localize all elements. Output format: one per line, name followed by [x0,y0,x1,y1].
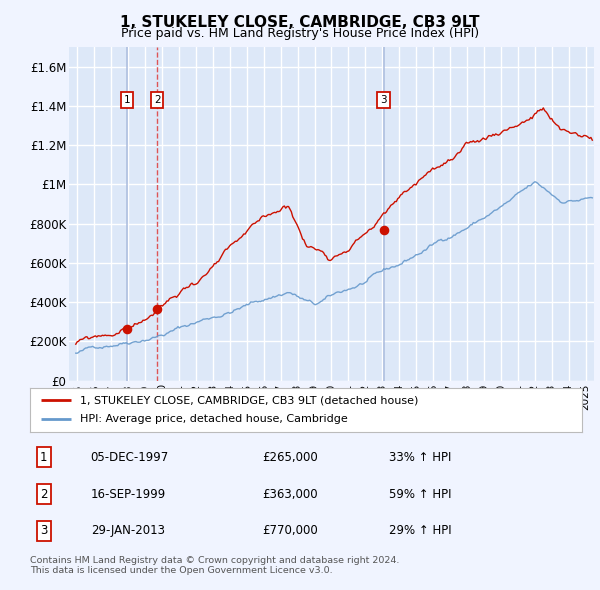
Text: 29-JAN-2013: 29-JAN-2013 [91,525,165,537]
Text: 3: 3 [380,95,387,105]
Text: 2: 2 [154,95,161,105]
Point [152,304,162,314]
Text: 29% ↑ HPI: 29% ↑ HPI [389,525,451,537]
Text: 05-DEC-1997: 05-DEC-1997 [91,451,169,464]
Text: 1, STUKELEY CLOSE, CAMBRIDGE, CB3 9LT: 1, STUKELEY CLOSE, CAMBRIDGE, CB3 9LT [120,15,480,30]
Text: Contains HM Land Registry data © Crown copyright and database right 2024.
This d: Contains HM Land Registry data © Crown c… [30,556,400,575]
Text: 3: 3 [40,525,47,537]
Point [379,225,388,234]
Text: 1, STUKELEY CLOSE, CAMBRIDGE, CB3 9LT (detached house): 1, STUKELEY CLOSE, CAMBRIDGE, CB3 9LT (d… [80,395,418,405]
Text: £770,000: £770,000 [262,525,317,537]
Text: 33% ↑ HPI: 33% ↑ HPI [389,451,451,464]
Text: Price paid vs. HM Land Registry's House Price Index (HPI): Price paid vs. HM Land Registry's House … [121,27,479,40]
Text: 59% ↑ HPI: 59% ↑ HPI [389,487,451,501]
Text: 1: 1 [40,451,47,464]
Text: £265,000: £265,000 [262,451,317,464]
Text: 16-SEP-1999: 16-SEP-1999 [91,487,166,501]
Text: 2: 2 [40,487,47,501]
Text: 1: 1 [124,95,130,105]
Text: HPI: Average price, detached house, Cambridge: HPI: Average price, detached house, Camb… [80,415,347,424]
Point [122,324,132,333]
Text: £363,000: £363,000 [262,487,317,501]
